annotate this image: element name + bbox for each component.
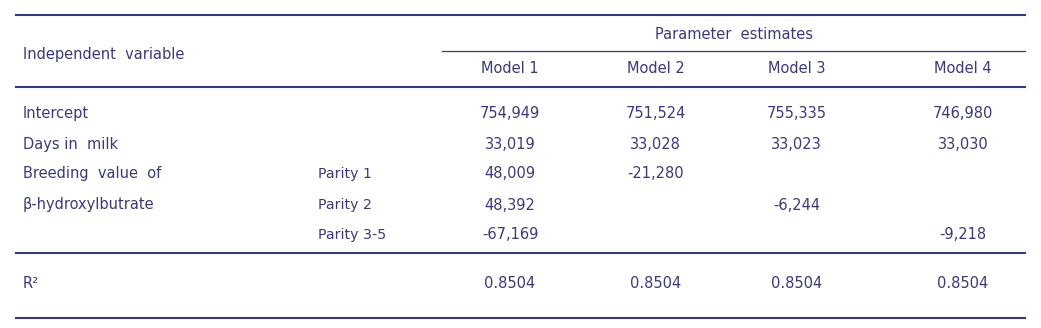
Text: 33,023: 33,023 <box>771 137 821 152</box>
Text: Parity 2: Parity 2 <box>318 198 372 212</box>
Text: 33,030: 33,030 <box>938 137 988 152</box>
Text: Parity 1: Parity 1 <box>318 167 372 181</box>
Text: Days in  milk: Days in milk <box>23 137 118 152</box>
Text: 48,392: 48,392 <box>485 197 535 213</box>
Text: 0.8504: 0.8504 <box>484 276 536 291</box>
Text: 33,028: 33,028 <box>631 137 681 152</box>
Text: Model 2: Model 2 <box>627 61 685 76</box>
Text: Parity 3-5: Parity 3-5 <box>318 228 386 241</box>
Text: Intercept: Intercept <box>23 106 90 121</box>
Text: 33,019: 33,019 <box>485 137 535 152</box>
Text: 751,524: 751,524 <box>626 106 686 121</box>
Text: β-hydroxylbutrate: β-hydroxylbutrate <box>23 197 154 213</box>
Text: 0.8504: 0.8504 <box>770 276 822 291</box>
Text: -6,244: -6,244 <box>772 197 820 213</box>
Text: -67,169: -67,169 <box>482 227 538 242</box>
Text: 746,980: 746,980 <box>933 106 993 121</box>
Text: 755,335: 755,335 <box>766 106 827 121</box>
Text: Model 3: Model 3 <box>767 61 826 76</box>
Text: Model 4: Model 4 <box>934 61 992 76</box>
Text: 0.8504: 0.8504 <box>630 276 682 291</box>
Text: 48,009: 48,009 <box>484 166 536 181</box>
Text: -9,218: -9,218 <box>939 227 987 242</box>
Text: -21,280: -21,280 <box>628 166 684 181</box>
Text: R²: R² <box>23 276 39 291</box>
Text: Breeding  value  of: Breeding value of <box>23 166 161 181</box>
Text: Model 1: Model 1 <box>481 61 539 76</box>
Text: 0.8504: 0.8504 <box>937 276 989 291</box>
Text: Independent  variable: Independent variable <box>23 48 184 62</box>
Text: Parameter  estimates: Parameter estimates <box>655 27 813 42</box>
Text: 754,949: 754,949 <box>480 106 540 121</box>
